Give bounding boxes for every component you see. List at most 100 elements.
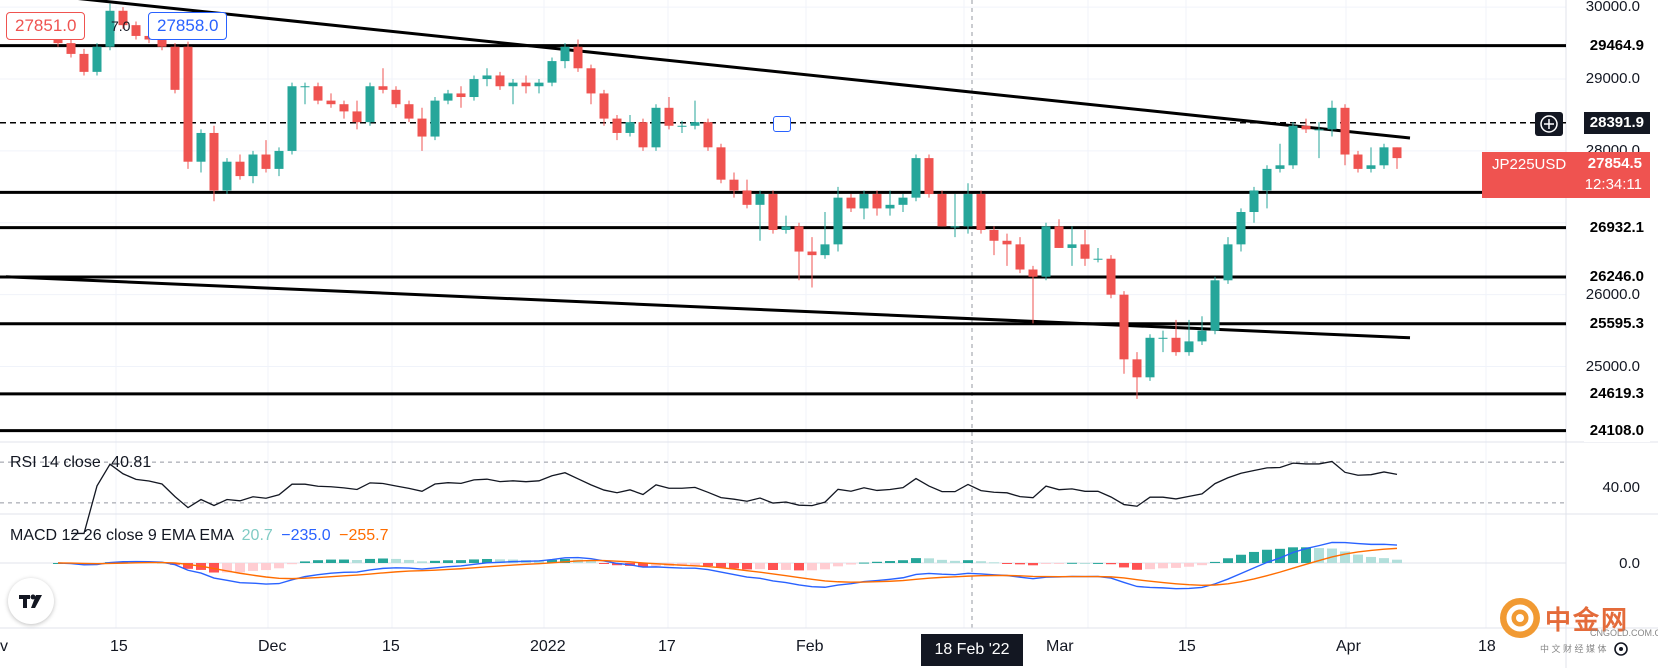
candle <box>924 154 934 198</box>
macd-histogram-bar <box>1054 563 1064 564</box>
trendline <box>5 275 1411 340</box>
spread-value: 7.0 <box>111 18 131 34</box>
sell-price-box[interactable]: 27851.0 <box>6 12 86 40</box>
macd-histogram-bar <box>235 563 245 573</box>
candle <box>1106 255 1116 299</box>
candle-body <box>300 86 310 88</box>
candle <box>1392 147 1402 169</box>
candle <box>105 3 115 51</box>
macd-histogram-bar <box>261 563 271 571</box>
candle <box>365 82 375 126</box>
candle-body <box>625 122 635 133</box>
macd-histogram-bar <box>1327 548 1337 563</box>
candle-body <box>1119 294 1129 360</box>
macd-histogram-bar <box>1275 548 1285 563</box>
macd-histogram-bar <box>1379 558 1389 563</box>
candle <box>235 154 245 180</box>
candle <box>1015 237 1025 274</box>
candle <box>625 114 635 137</box>
macd-histogram-bar <box>612 563 622 566</box>
candle-body <box>989 229 999 241</box>
plus-circle-icon <box>1540 115 1558 133</box>
horizontal-levels <box>0 44 1566 433</box>
macd-histogram-bar <box>1366 556 1376 563</box>
macd-legend[interactable]: MACD 12 26 close 9 EMA EMA 20.7 −235.0 −… <box>10 527 388 545</box>
candle-body <box>1158 337 1168 339</box>
candle-body <box>339 104 349 112</box>
candle-body <box>794 226 804 252</box>
candle <box>989 226 999 256</box>
candle-body <box>729 179 739 191</box>
candle <box>963 183 973 234</box>
candle-body <box>755 194 765 205</box>
macd-histogram-bar <box>443 560 453 563</box>
candle <box>482 68 492 87</box>
dashed-line-handle[interactable] <box>773 116 791 132</box>
candle-body <box>313 86 323 101</box>
candle <box>1145 334 1155 381</box>
macd-histogram-bar <box>1353 554 1363 563</box>
candle <box>222 158 232 195</box>
level-price-label: 24619.3 <box>1583 382 1650 405</box>
candle-body <box>833 197 843 245</box>
tradingview-logo[interactable] <box>8 578 54 624</box>
candle <box>950 194 960 238</box>
rsi-value: 40.81 <box>111 454 152 471</box>
rsi-legend[interactable]: RSI 14 close 40.81 <box>10 454 151 472</box>
candle <box>300 82 310 105</box>
candle <box>820 212 830 259</box>
candle-body <box>209 132 219 191</box>
macd-histogram-bar <box>755 563 765 570</box>
add-alert-button[interactable] <box>1535 112 1563 136</box>
bid-price: 27851.0 <box>15 16 77 35</box>
candle <box>183 41 193 169</box>
time-axis-label: Mar <box>1046 638 1074 655</box>
candle-body <box>482 75 492 80</box>
candle <box>521 75 531 94</box>
candle <box>911 154 921 202</box>
macd-histogram-bar <box>170 563 180 565</box>
macd-axis-tick: 0.0 <box>1619 555 1640 572</box>
macd-histogram-bar <box>1002 563 1012 564</box>
macd-histogram-bar <box>768 563 778 571</box>
candle-body <box>417 118 427 137</box>
macd-histogram-bar <box>1080 562 1090 564</box>
candle-body <box>1080 244 1090 259</box>
candle-body <box>1184 341 1194 353</box>
candle-body <box>599 93 609 119</box>
candle <box>92 43 102 76</box>
candle-body <box>703 122 713 148</box>
candle-body <box>1002 240 1012 245</box>
bar-countdown: 12:34:11 <box>1584 176 1642 193</box>
candle <box>1314 122 1324 159</box>
candle <box>443 89 453 105</box>
level-price-label: 26246.0 <box>1583 265 1650 288</box>
macd-histogram-bar <box>417 561 427 563</box>
candle <box>1093 247 1103 263</box>
macd-histogram-bar <box>352 560 362 563</box>
candle-body <box>92 46 102 72</box>
candle-body <box>430 100 440 137</box>
candle-body <box>859 194 869 209</box>
macd-histogram-bar <box>1197 563 1207 566</box>
macd-histogram-bar <box>378 558 388 563</box>
candle-body <box>664 107 674 126</box>
rsi-line <box>71 460 1398 535</box>
time-axis-label: Apr <box>1336 638 1361 655</box>
candle-body <box>1041 226 1051 277</box>
candle <box>1236 208 1246 252</box>
settings-gear-icon[interactable] <box>1612 640 1630 658</box>
candle-body <box>1093 258 1103 260</box>
macd-histogram-bar <box>885 561 895 563</box>
candle <box>560 43 570 69</box>
macd-histogram-bar <box>846 563 856 565</box>
buy-price-box[interactable]: 27858.0 <box>148 12 228 40</box>
macd-histogram-bar <box>729 563 739 569</box>
candle <box>209 125 219 202</box>
macd-histogram-bar <box>677 563 687 566</box>
candle <box>846 194 856 213</box>
candle-body <box>1171 337 1181 353</box>
candle <box>1249 186 1259 223</box>
